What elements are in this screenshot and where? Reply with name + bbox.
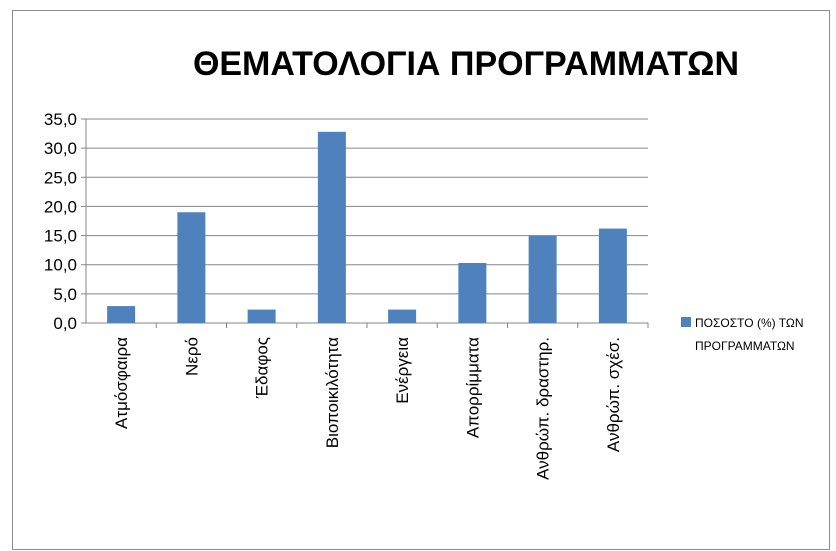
y-axis-tick-labels: 0,0 5,0 10,0 15,0 20,0 25,0 30,0 35,0 — [44, 110, 77, 333]
legend: ΠΟΣΟΣΤΟ (%) ΤΩΝ ΠΡΟΓΡΑΜΜΑΤΩΝ — [681, 316, 803, 353]
bar — [598, 228, 627, 323]
x-category-label: Ανθρώπ. σχέσ. — [604, 337, 623, 452]
bar — [107, 306, 136, 323]
y-tick-label: 35,0 — [44, 110, 77, 129]
x-category-label: Ατμόσφαιρα — [112, 337, 131, 429]
y-tick-label: 10,0 — [44, 256, 77, 275]
bar — [247, 309, 276, 323]
bar — [528, 235, 557, 323]
bar — [177, 212, 206, 323]
y-tick-label: 25,0 — [44, 168, 77, 187]
x-axis-category-labels: Ατμόσφαιρα Νερό Έδαφος Βιοποικιλότητα Ενέργε… — [112, 337, 623, 480]
legend-label-line-1: ΠΟΣΟΣΤΟ (%) ΤΩΝ — [695, 316, 803, 330]
y-tick-label: 30,0 — [44, 139, 77, 158]
legend-swatch — [681, 317, 691, 327]
bar — [388, 309, 417, 323]
bar — [317, 131, 346, 323]
x-category-label: Απορρίμματα — [463, 337, 482, 438]
bar — [458, 262, 487, 323]
y-tick-label: 20,0 — [44, 197, 77, 216]
bar-chart: ΘΕΜΑΤΟΛΟΓΙΑ ΠΡΟΓΡΑΜΜΑΤΩΝ 0,0 5,0 10,0 15,0 2… — [44, 45, 804, 480]
chart-title: ΘΕΜΑΤΟΛΟΓΙΑ ΠΡΟΓΡΑΜΜΑΤΩΝ — [193, 45, 739, 83]
axes — [81, 118, 649, 328]
x-category-label: Ανθρώπ. δραστηρ. — [534, 337, 553, 480]
x-category-label: Βιοποικιλότητα — [323, 337, 342, 448]
legend-label-line-2: ΠΡΟΓΡΑΜΜΑΤΩΝ — [695, 339, 795, 353]
gridlines — [86, 118, 648, 295]
x-category-label: Νερό — [182, 337, 201, 376]
bars — [107, 131, 627, 323]
x-category-label: Έδαφος — [253, 337, 272, 399]
y-tick-label: 0,0 — [53, 314, 77, 333]
y-tick-label: 15,0 — [44, 227, 77, 246]
chart-frame: ΘΕΜΑΤΟΛΟΓΙΑ ΠΡΟΓΡΑΜΜΑΤΩΝ 0,0 5,0 10,0 15,0 2… — [12, 10, 830, 550]
y-tick-label: 5,0 — [53, 285, 77, 304]
x-category-label: Ενέργεια — [393, 337, 412, 404]
